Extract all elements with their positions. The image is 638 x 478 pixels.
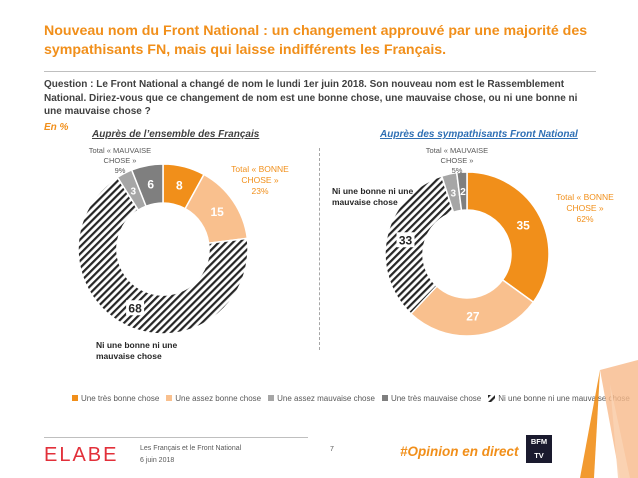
value-label-fairly-bad: 3 xyxy=(130,187,136,198)
bfmtv-logo-line2: TV xyxy=(534,451,544,460)
value-label-very-bad: 6 xyxy=(147,178,154,192)
bad-total-value-left: 9% xyxy=(114,166,126,175)
hashtag: #Opinion en direct xyxy=(400,444,519,459)
good-total-value-right: 62% xyxy=(576,214,594,224)
slice-very-good xyxy=(466,171,550,304)
legend-item-very-bad: Une très mauvaise chose xyxy=(381,393,482,403)
value-label-fairly-good: 27 xyxy=(466,310,480,324)
value-label-neutral: 68 xyxy=(128,301,142,315)
brand-corner-mark xyxy=(580,360,638,478)
unit-note: En % xyxy=(44,122,69,133)
bad-total-annotation-left: Total « MAUVAISE CHOSE » 9% xyxy=(88,146,152,176)
footer-divider xyxy=(44,437,308,438)
value-label-fairly-bad: 3 xyxy=(450,189,456,200)
value-label-fairly-good: 15 xyxy=(210,205,224,219)
legend-label: Une assez mauvaise chose xyxy=(277,393,375,403)
good-total-label-right: Total « BONNE CHOSE » xyxy=(556,192,614,213)
legend-label: Ni une bonne ni une mauvaise chose xyxy=(498,393,630,403)
chart-legend: Une très bonne chose Une assez bonne cho… xyxy=(72,392,632,404)
bfmtv-logo: BFM TV xyxy=(526,435,552,463)
legend-item-fairly-bad: Une assez mauvaise chose xyxy=(268,394,375,403)
slice-fairly-good xyxy=(409,278,535,337)
donut-all-french: 8 15 68 36 xyxy=(77,163,249,335)
value-label-very-bad: 2 xyxy=(460,187,466,198)
good-total-annotation-left: Total « BONNE CHOSE » 23% xyxy=(218,164,302,197)
bfmtv-logo-line1: BFM xyxy=(530,437,548,446)
survey-question: Question : Le Front National a changé de… xyxy=(44,79,578,117)
good-total-value-left: 23% xyxy=(251,186,269,196)
legend-swatch xyxy=(166,395,173,401)
slice-very-bad xyxy=(455,171,468,212)
legend-item-neutral: Ni une bonne ni une mauvaise chose xyxy=(488,394,630,403)
value-label-very-good: 35 xyxy=(516,218,530,232)
neutral-label-right: Ni une bonne ni une mauvaise chose xyxy=(332,186,414,207)
study-name: Les Français et le Front National xyxy=(140,445,242,452)
value-label-bg xyxy=(396,232,415,248)
slice-very-bad xyxy=(130,163,164,208)
study-date: 6 juin 2018 xyxy=(140,457,175,464)
chart-title-all-french: Auprès de l’ensemble des Français xyxy=(92,129,260,140)
bad-total-value-right: 5% xyxy=(451,166,463,175)
value-label-very-good: 8 xyxy=(176,179,183,193)
page-number: 7 xyxy=(330,446,334,453)
legend-item-fairly-good: Une assez bonne chose xyxy=(166,394,261,403)
title-divider xyxy=(44,71,596,72)
legend-swatch-hatched xyxy=(488,394,496,402)
legend-label: Une très bonne chose xyxy=(81,393,160,403)
bad-total-label-right: Total « MAUVAISE CHOSE » xyxy=(425,146,489,165)
neutral-label-left: Ni une bonne ni une mauvaise chose xyxy=(96,340,178,361)
value-label-bg xyxy=(126,300,145,316)
legend-label: Une assez bonne chose xyxy=(175,393,262,403)
chart-title-fn-supporters: Auprès des sympathisants Front National xyxy=(380,129,578,140)
legend-swatch xyxy=(381,395,388,401)
slice-neutral xyxy=(77,176,249,335)
legend-swatch xyxy=(268,395,275,401)
good-total-label-left: Total « BONNE CHOSE » xyxy=(231,164,289,185)
bad-total-annotation-right: Total « MAUVAISE CHOSE » 5% xyxy=(420,146,494,176)
elabe-logo: ELABE xyxy=(44,444,119,466)
good-total-annotation-right: Total « BONNE CHOSE » 62% xyxy=(542,192,628,225)
legend-swatch xyxy=(72,395,78,401)
value-label-neutral: 33 xyxy=(399,233,413,247)
slice-neutral xyxy=(384,175,455,315)
chart-separator xyxy=(319,148,320,350)
legend-label: Une très mauvaise chose xyxy=(390,393,482,403)
page-title: Nouveau nom du Front National : un chang… xyxy=(44,23,588,58)
legend-item-very-good: Une très bonne chose xyxy=(72,394,159,403)
bad-total-label-left: Total « MAUVAISE CHOSE » xyxy=(88,146,152,165)
